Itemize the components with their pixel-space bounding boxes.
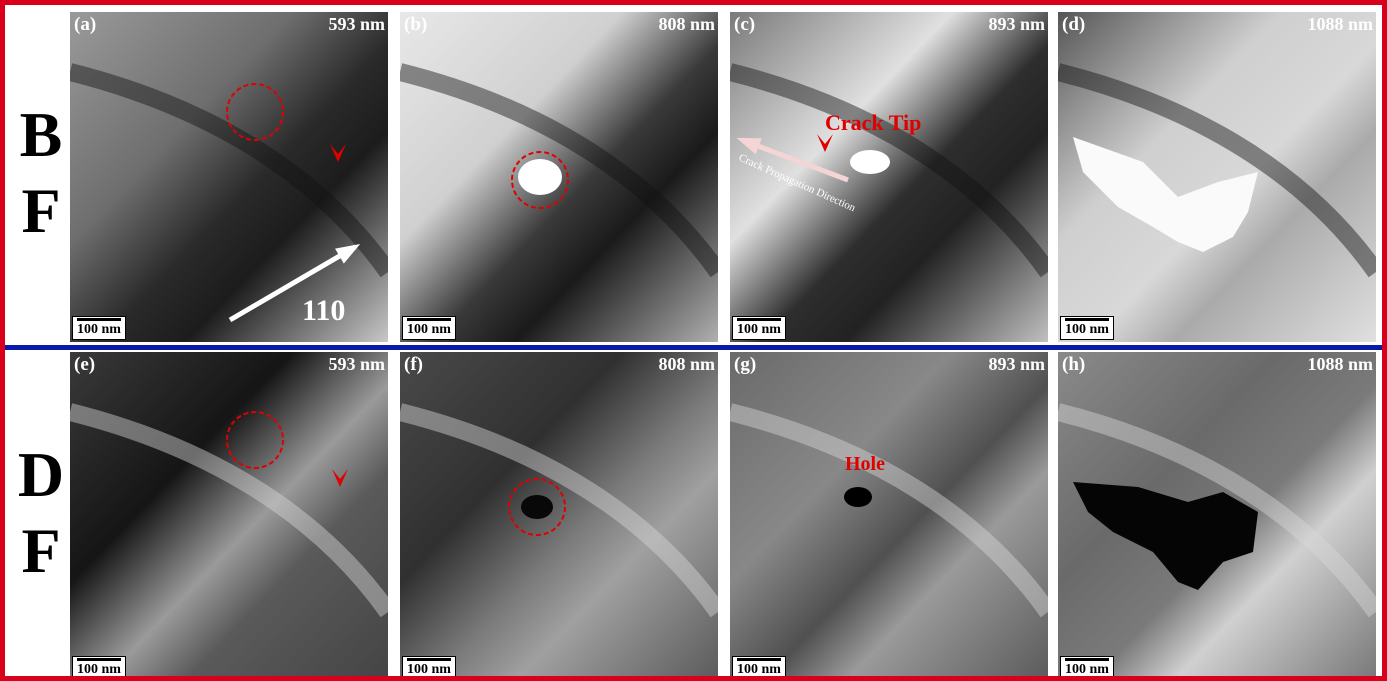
thickness-label: 808 nm <box>658 354 715 375</box>
annotation: 110 <box>302 294 345 327</box>
row-divider <box>5 345 1382 350</box>
scale-bar: 100 nm <box>1060 316 1114 340</box>
thickness-label: 1088 nm <box>1307 14 1373 35</box>
micrograph <box>70 352 388 681</box>
micrograph-panel: (e) 593 nm 100 nm <box>70 352 388 681</box>
annotation: Crack Tip <box>825 110 921 135</box>
micrograph-panel: (d) 1088 nm 100 nm <box>1058 12 1376 342</box>
scale-bar: 100 nm <box>72 316 126 340</box>
bright-spot <box>850 150 890 174</box>
scale-bar: 100 nm <box>72 656 126 680</box>
scale-bar: 100 nm <box>402 656 456 680</box>
panel-label: (d) <box>1062 14 1085 36</box>
row-label: B <box>13 97 69 173</box>
micrograph <box>400 352 718 681</box>
image-bg <box>70 352 388 681</box>
thickness-label: 593 nm <box>328 14 385 35</box>
scale-bar: 100 nm <box>732 656 786 680</box>
panel-label: (a) <box>74 14 96 36</box>
panel-label: (b) <box>404 14 427 36</box>
thickness-label: 893 nm <box>988 354 1045 375</box>
micrograph-panel: (b) 808 nm 100 nm <box>400 12 718 342</box>
image-bg <box>400 352 718 681</box>
hole <box>844 487 872 507</box>
image-bg <box>730 352 1048 681</box>
micrograph: Hole <box>730 352 1048 681</box>
annotation: Hole <box>845 453 885 475</box>
thickness-label: 593 nm <box>328 354 385 375</box>
panel-label: (e) <box>74 354 95 376</box>
thickness-label: 1088 nm <box>1307 354 1373 375</box>
micrograph-panel: 110 (a) 593 nm 100 nm <box>70 12 388 342</box>
dark-spot <box>521 495 553 519</box>
figure: BF110(a)593 nm100 nm(b)808 nm100 nmCrack… <box>0 0 1387 681</box>
panel-label: (f) <box>404 354 423 376</box>
thickness-label: 893 nm <box>988 14 1045 35</box>
thickness-label: 808 nm <box>658 14 715 35</box>
row-label: F <box>13 513 69 589</box>
micrograph <box>400 12 718 342</box>
panel-label: (g) <box>734 354 756 376</box>
scale-bar: 100 nm <box>732 316 786 340</box>
scale-bar: 100 nm <box>1060 656 1114 680</box>
micrograph <box>1058 12 1376 342</box>
panel-label: (h) <box>1062 354 1085 376</box>
micrograph-panel: (h) 1088 nm 100 nm <box>1058 352 1376 681</box>
image-bg <box>70 12 388 342</box>
scale-bar: 100 nm <box>402 316 456 340</box>
bright-spot <box>518 159 562 195</box>
row-label: D <box>13 437 69 513</box>
micrograph <box>1058 352 1376 681</box>
micrograph-panel: (f) 808 nm 100 nm <box>400 352 718 681</box>
panel-label: (c) <box>734 14 755 36</box>
micrograph-panel: Hole (g) 893 nm 100 nm <box>730 352 1048 681</box>
row-label: F <box>13 173 69 249</box>
micrograph: 110 <box>70 12 388 342</box>
